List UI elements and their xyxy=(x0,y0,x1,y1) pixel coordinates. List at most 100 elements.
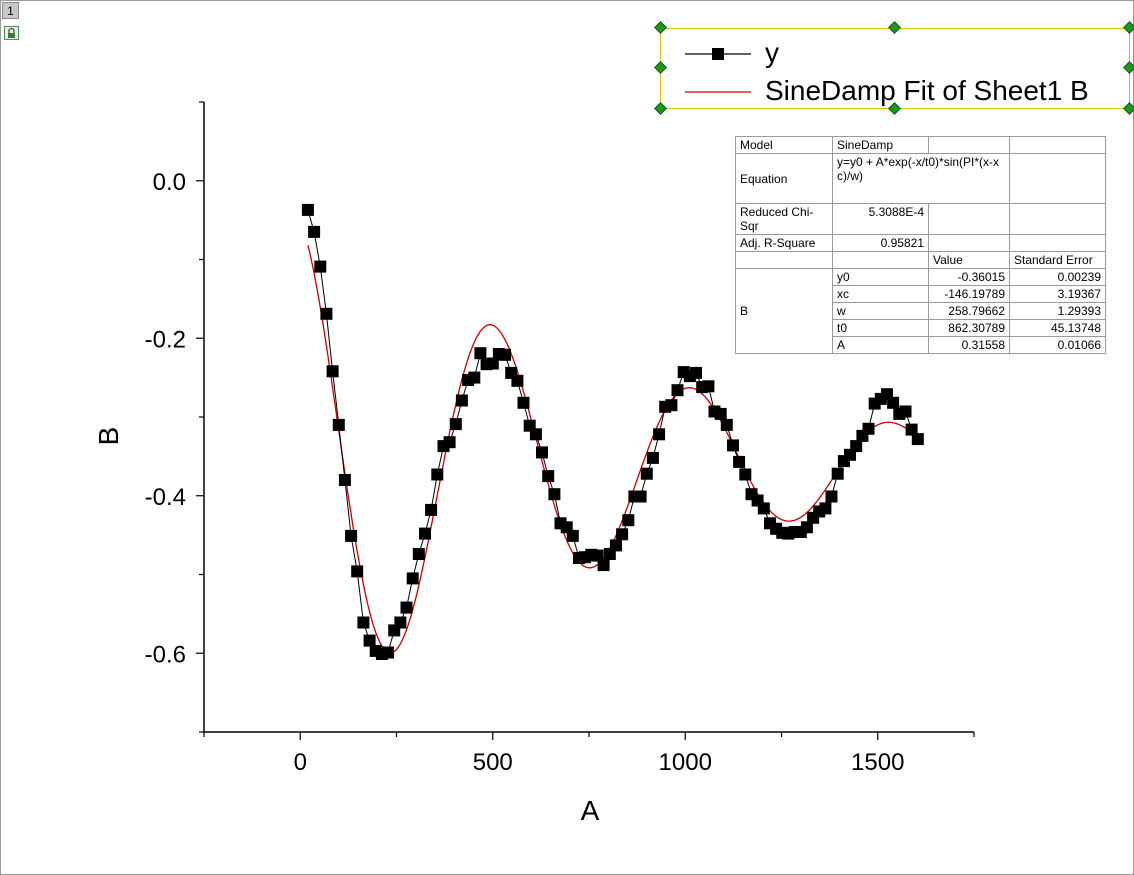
legend-label-fit: SineDamp Fit of Sheet1 B xyxy=(765,75,1089,106)
param-value: 0.31558 xyxy=(928,336,1010,354)
chi-label: Reduced Chi-Sqr xyxy=(735,203,833,235)
data-point xyxy=(905,423,918,436)
data-point xyxy=(474,347,487,360)
param-value: -146.19789 xyxy=(928,285,1010,303)
data-point xyxy=(831,467,844,480)
adjr-label: Adj. R-Square xyxy=(735,234,833,252)
data-point xyxy=(529,428,542,441)
data-point xyxy=(671,384,684,397)
chi-value: 5.3088E-4 xyxy=(832,203,929,235)
y-axis-label: B xyxy=(93,427,124,446)
data-point xyxy=(825,490,838,503)
data-point xyxy=(326,365,339,378)
se-header: Standard Error xyxy=(1009,251,1106,269)
data-point xyxy=(320,307,333,320)
data-point xyxy=(757,502,770,515)
legend[interactable]: y SineDamp Fit of Sheet1 B xyxy=(660,28,1130,109)
data-point xyxy=(720,418,733,431)
data-point xyxy=(338,474,351,486)
equation-label: Equation xyxy=(735,153,833,204)
data-point xyxy=(308,225,321,238)
data-point xyxy=(351,565,364,578)
data-point xyxy=(357,616,370,629)
lock-icon[interactable] xyxy=(4,26,19,40)
data-point xyxy=(634,490,647,503)
fit-results-table[interactable]: Model SineDamp Equation y=y0 + A*exp(-x/… xyxy=(735,136,1106,354)
data-point xyxy=(517,396,530,409)
data-point xyxy=(449,418,462,431)
y-tick-label: -0.4 xyxy=(145,484,186,511)
table-row: Equation y=y0 + A*exp(-x/t0)*sin(PI*(x-x… xyxy=(735,153,1106,204)
data-point xyxy=(548,488,561,501)
data-point xyxy=(419,527,431,540)
data-point xyxy=(394,616,407,629)
table-row: Model SineDamp xyxy=(735,136,1106,154)
data-point xyxy=(301,203,314,216)
data-point xyxy=(727,439,739,452)
data-point xyxy=(665,399,678,412)
data-point xyxy=(862,422,875,435)
layer-tab[interactable]: 1 xyxy=(2,2,19,19)
data-point xyxy=(899,405,912,418)
data-point xyxy=(511,374,524,387)
data-point xyxy=(591,549,604,562)
x-axis-label: A xyxy=(581,795,600,826)
data-point xyxy=(468,371,481,384)
table-row: Reduced Chi-Sqr 5.3088E-4 xyxy=(735,203,1106,235)
param-error: 3.19367 xyxy=(1009,285,1106,303)
data-point xyxy=(739,468,752,481)
group-label: B xyxy=(735,268,833,354)
x-tick-label: 1000 xyxy=(659,749,712,776)
data-point xyxy=(702,380,715,393)
param-value: 258.79662 xyxy=(928,302,1010,320)
data-points-layer xyxy=(301,203,924,660)
model-label: Model xyxy=(735,136,833,154)
data-point xyxy=(406,572,419,585)
table-row: Value Standard Error xyxy=(735,251,1106,269)
data-point xyxy=(819,502,832,515)
data-point xyxy=(536,446,548,459)
data-point xyxy=(800,521,813,534)
data-point xyxy=(455,394,468,407)
data-point xyxy=(887,396,900,409)
data-point xyxy=(332,418,345,431)
table-row: A 0.31558 0.01066 xyxy=(736,336,1106,354)
equation-value: y=y0 + A*exp(-x/t0)*sin(PI*(x-xc)/w) xyxy=(832,153,1010,204)
data-point xyxy=(412,548,425,560)
param-name: xc xyxy=(832,285,929,303)
data-point xyxy=(425,503,438,516)
axes: 0 500 1000 1500 0.0 -0.2 -0.4 -0.6 xyxy=(145,101,975,776)
param-value: 862.30789 xyxy=(928,319,1010,337)
data-point xyxy=(850,440,863,453)
data-point xyxy=(363,634,376,647)
param-name: w xyxy=(832,302,929,320)
table-row: Adj. R-Square 0.95821 xyxy=(735,234,1106,252)
data-point xyxy=(486,357,499,370)
legend-symbol-redline xyxy=(685,91,751,93)
param-error: 45.13748 xyxy=(1009,319,1106,337)
legend-label-y: y xyxy=(765,37,779,68)
model-value: SineDamp xyxy=(832,136,929,154)
param-error: 0.01066 xyxy=(1009,336,1106,354)
data-point xyxy=(646,451,659,464)
data-point xyxy=(345,529,358,542)
x-tick-label: 0 xyxy=(294,749,307,776)
data-point xyxy=(653,428,666,441)
data-point xyxy=(714,407,727,420)
data-point xyxy=(400,601,413,614)
data-point xyxy=(622,514,635,527)
y-tick-label: -0.6 xyxy=(145,641,186,668)
data-point xyxy=(382,646,394,659)
data-point xyxy=(314,260,327,273)
data-point xyxy=(443,436,456,449)
legend-symbol-square xyxy=(685,48,751,60)
param-name: A xyxy=(832,336,929,354)
data-point xyxy=(542,470,555,483)
data-point xyxy=(911,433,924,446)
param-name: t0 xyxy=(832,319,929,337)
data-point xyxy=(597,559,610,572)
data-point xyxy=(733,455,746,468)
data-point xyxy=(610,539,622,552)
x-tick-label: 1500 xyxy=(851,749,904,776)
